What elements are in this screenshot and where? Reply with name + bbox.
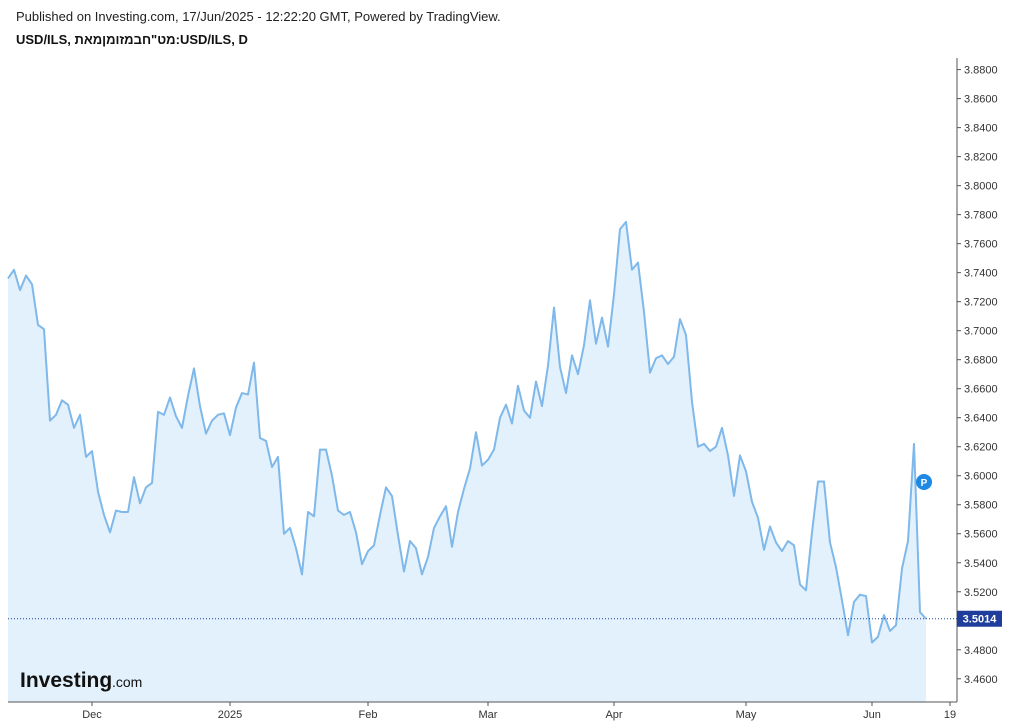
marker-label: P (921, 478, 928, 489)
last-price-label: 3.5014 (963, 614, 998, 626)
time-tick-label: 19 (944, 709, 956, 721)
price-tick-label: 3.8200 (964, 152, 998, 164)
time-tick-label: Apr (605, 709, 622, 721)
chart-symbol-title: USD/ILS, מט"חבמזומןמאת:USD/ILS, D (16, 32, 248, 47)
time-tick-label: Jun (863, 709, 881, 721)
price-tick-label: 3.7000 (964, 326, 998, 338)
time-axis: Dec 2025 Feb Mar Apr May Jun 19 (82, 702, 956, 721)
price-tick-label: 3.6800 (964, 355, 998, 367)
price-tick-label: 3.8400 (964, 123, 998, 135)
price-tick-label: 3.5800 (964, 500, 998, 512)
overlay-layer: 3.5014 P (8, 474, 1002, 627)
price-tick-label: 3.5200 (964, 587, 998, 599)
time-tick-label: May (736, 709, 757, 721)
price-tick-label: 3.8000 (964, 181, 998, 193)
price-tick-label: 3.6600 (964, 384, 998, 396)
price-tick-label: 3.4800 (964, 645, 998, 657)
investing-logo: Investing .com (20, 669, 142, 692)
price-tick-label: 3.8800 (964, 65, 998, 77)
time-tick-label: Mar (479, 709, 498, 721)
price-tick-label: 3.6000 (964, 471, 998, 483)
time-tick-label: Feb (359, 709, 378, 721)
price-tick-label: 3.6200 (964, 442, 998, 454)
published-info: Published on Investing.com, 17/Jun/2025 … (16, 9, 501, 24)
price-tick-label: 3.6400 (964, 413, 998, 425)
price-tick-label: 3.7800 (964, 210, 998, 222)
time-tick-label: Dec (82, 709, 102, 721)
price-tick-label: 3.7200 (964, 297, 998, 309)
time-tick-label: 2025 (218, 709, 242, 721)
price-tick-label: 3.5400 (964, 558, 998, 570)
logo-suffix: .com (112, 674, 142, 690)
logo-text: Investing (20, 669, 112, 692)
area-layer (7, 220, 927, 702)
price-axis: 3.8800 3.8600 3.8400 3.8200 3.8000 3.7800 3.76… (957, 65, 998, 686)
last-price-badge (957, 610, 1002, 627)
price-area-fill (8, 221, 926, 702)
price-tick-label: 3.7600 (964, 239, 998, 251)
price-tick-label: 3.8600 (964, 94, 998, 106)
price-line-series (7, 220, 927, 644)
price-tick-label: 3.7400 (964, 268, 998, 280)
marker-circle (916, 474, 932, 490)
price-tick-label: 3.4600 (964, 674, 998, 686)
price-tick-label: 3.5600 (964, 529, 998, 541)
